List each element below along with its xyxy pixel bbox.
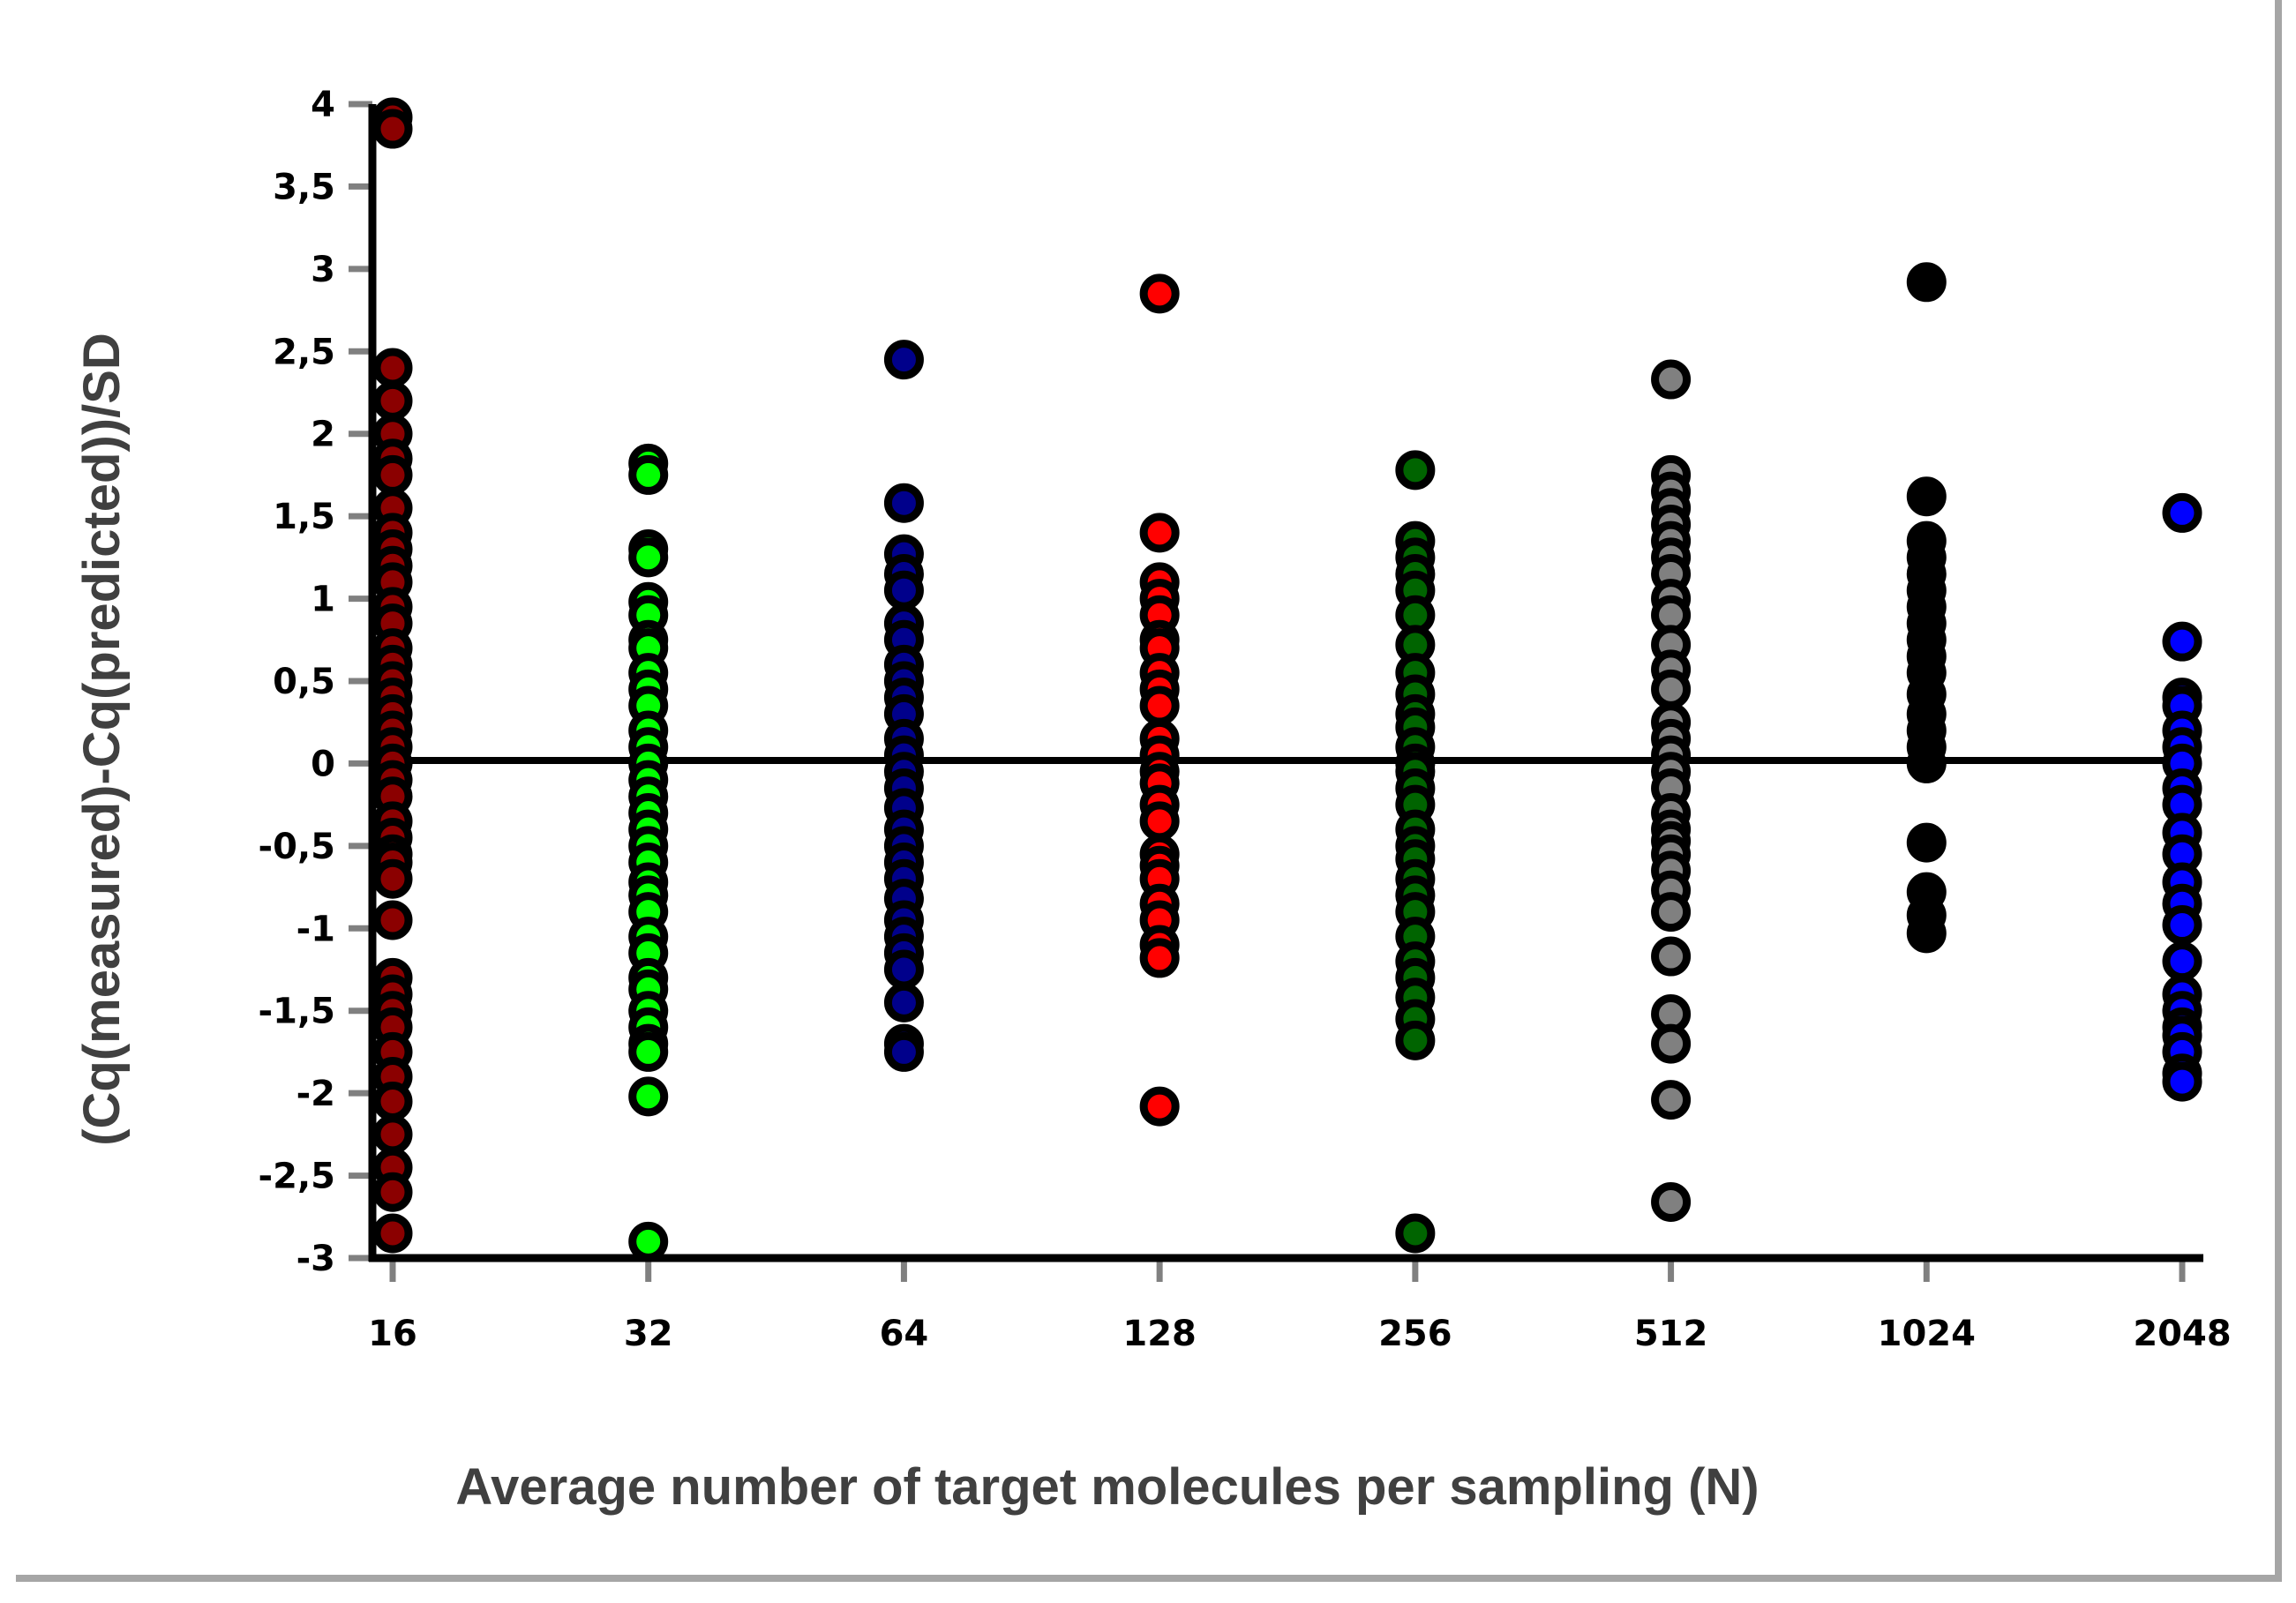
data-point xyxy=(1651,1080,1692,1120)
y-tick-label: 1,5 xyxy=(273,497,335,537)
data-point xyxy=(1651,359,1692,400)
data-point xyxy=(628,537,669,578)
data-point xyxy=(1139,801,1180,842)
data-point xyxy=(628,454,669,495)
data-point xyxy=(372,1081,413,1121)
y-axis-ticks: 4 3,5 3 2,5 2 1,5 1 0,5 0 -0,5 -1 -1,5 -2 -2,5 -3 xyxy=(259,85,372,1279)
frame-bottom-border xyxy=(16,1575,2282,1582)
x-tick-label: 32 xyxy=(624,1314,673,1354)
y-tick-label: -3 xyxy=(296,1239,335,1279)
data-point xyxy=(2162,492,2202,533)
data-point xyxy=(1395,1213,1436,1254)
data-point xyxy=(1139,938,1180,978)
x-tick-label: 1024 xyxy=(1878,1314,1976,1354)
series-64 xyxy=(883,340,924,1072)
data-point xyxy=(1906,476,1947,517)
x-axis-title: Average number of target molecules per s… xyxy=(455,1458,1759,1516)
series-128 xyxy=(1139,273,1180,1127)
data-point xyxy=(1906,262,1947,303)
x-tick-label: 64 xyxy=(880,1314,929,1354)
y-tick-label: 2,5 xyxy=(273,332,335,372)
x-axis-ticks: 16 32 64 128 256 512 1024 2048 xyxy=(368,1258,2232,1354)
data-point xyxy=(2162,621,2202,662)
y-axis-title: (Cq(measured)-Cq(predicted))/SD xyxy=(73,333,131,1146)
data-point xyxy=(372,109,413,149)
y-tick-label: 2 xyxy=(311,415,335,455)
series-1024 xyxy=(1906,262,1947,954)
series-256 xyxy=(1395,450,1436,1254)
data-point xyxy=(372,900,413,940)
data-point xyxy=(372,348,413,388)
y-tick-label: 0 xyxy=(311,744,335,784)
y-tick-label: 3,5 xyxy=(273,167,335,207)
y-tick-label: 3 xyxy=(311,250,335,290)
data-point xyxy=(1395,450,1436,491)
data-point xyxy=(628,1076,669,1117)
data-point xyxy=(2162,905,2202,946)
y-tick-label: -1 xyxy=(296,909,335,949)
x-tick-label: 2048 xyxy=(2133,1314,2231,1354)
data-point xyxy=(628,1031,669,1072)
data-point xyxy=(1651,1181,1692,1222)
data-point xyxy=(372,858,413,899)
data-point xyxy=(1906,913,1947,954)
x-tick-label: 512 xyxy=(1634,1314,1708,1354)
series-32 xyxy=(628,443,669,1262)
data-point xyxy=(1651,1023,1692,1064)
y-tick-label: 0,5 xyxy=(273,662,335,702)
y-tick-label: -2 xyxy=(296,1074,335,1114)
series-16 xyxy=(372,97,413,1254)
data-point xyxy=(372,1213,413,1254)
data-point xyxy=(1651,669,1692,709)
data-point xyxy=(1139,685,1180,726)
data-point xyxy=(1139,1086,1180,1127)
data-point xyxy=(883,949,924,990)
data-point xyxy=(1139,513,1180,553)
data-point xyxy=(372,1114,413,1155)
data-point xyxy=(1651,936,1692,977)
data-point xyxy=(372,1172,413,1212)
data-point xyxy=(883,340,924,380)
y-tick-label: 4 xyxy=(311,85,335,125)
data-point xyxy=(1139,273,1180,314)
data-point xyxy=(2162,941,2202,982)
data-point xyxy=(1906,822,1947,863)
frame-right-border xyxy=(2275,0,2282,1582)
series-2048 xyxy=(2162,492,2202,1102)
data-point xyxy=(2162,1061,2202,1102)
data-point xyxy=(628,1221,669,1262)
y-tick-label: -2,5 xyxy=(259,1157,335,1197)
data-point xyxy=(883,1031,924,1072)
data-point xyxy=(372,454,413,495)
y-tick-label: -1,5 xyxy=(259,992,335,1032)
data-points xyxy=(372,97,2202,1262)
data-point xyxy=(1651,892,1692,933)
y-tick-label: -0,5 xyxy=(259,827,335,867)
data-point xyxy=(372,380,413,421)
y-tick-label: 1 xyxy=(311,580,335,620)
data-point xyxy=(883,570,924,610)
x-tick-label: 256 xyxy=(1378,1314,1452,1354)
series-512 xyxy=(1651,359,1692,1222)
data-point xyxy=(883,483,924,523)
data-point xyxy=(1395,1020,1436,1060)
x-tick-label: 16 xyxy=(368,1314,417,1354)
data-point xyxy=(883,982,924,1022)
data-point xyxy=(1906,743,1947,783)
x-tick-label: 128 xyxy=(1122,1314,1197,1354)
